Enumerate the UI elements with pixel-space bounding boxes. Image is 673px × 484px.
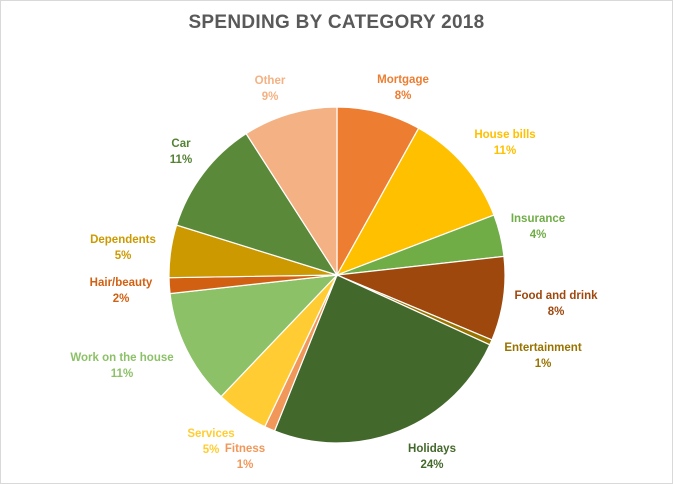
data-label-house-bills: House bills 11%	[474, 129, 535, 157]
category-name: Mortgage	[377, 74, 429, 86]
slice-car	[175, 132, 339, 277]
category-name: Food and drink	[514, 290, 598, 302]
percentage: 24%	[420, 459, 443, 471]
percentage: 1%	[535, 358, 552, 370]
slice-house-bills	[335, 127, 495, 277]
category-name: Fitness	[225, 443, 265, 455]
category-name: Services	[187, 428, 234, 440]
percentage: 2%	[113, 293, 130, 305]
data-label-holidays: Holidays 24%	[408, 443, 456, 471]
slice-holidays	[273, 274, 491, 444]
category-name: House bills	[474, 129, 535, 141]
data-label-hair-beauty: Hair/beauty 2%	[90, 277, 153, 305]
category-name: Dependents	[90, 234, 156, 246]
data-label-car: Car 11%	[170, 138, 192, 166]
data-label-services: Services 5%	[187, 428, 234, 456]
data-label-entertainment: Entertainment 1%	[504, 342, 581, 370]
category-name: Hair/beauty	[90, 277, 153, 289]
data-label-other: Other 9%	[255, 75, 286, 103]
data-label-work-on-the-house: Work on the house 11%	[70, 352, 173, 380]
data-label-dependents: Dependents 5%	[90, 234, 156, 262]
percentage: 5%	[203, 444, 220, 456]
category-name: Other	[255, 75, 286, 87]
data-label-fitness: Fitness 1%	[225, 443, 265, 471]
percentage: 8%	[395, 90, 412, 102]
percentage: 11%	[111, 368, 133, 380]
percentage: 9%	[262, 91, 279, 103]
slice-work-on-the-house	[169, 274, 339, 398]
category-name: Holidays	[408, 443, 456, 455]
percentage: 1%	[237, 459, 254, 471]
percentage: 4%	[530, 229, 547, 241]
slice-other	[245, 106, 338, 278]
percentage: 5%	[115, 250, 132, 262]
category-name: Entertainment	[504, 342, 581, 354]
data-label-food-and-drink: Food and drink 8%	[514, 290, 598, 318]
category-name: Car	[171, 138, 191, 150]
percentage: 11%	[494, 145, 516, 157]
percentage: 8%	[548, 306, 565, 318]
chart-title: SPENDING BY CATEGORY 2018	[188, 12, 485, 33]
category-name: Work on the house	[70, 352, 173, 364]
data-label-mortgage: Mortgage 8%	[377, 74, 429, 102]
category-name: Insurance	[511, 213, 565, 225]
data-label-insurance: Insurance 4%	[511, 213, 565, 241]
percentage: 11%	[170, 154, 192, 166]
